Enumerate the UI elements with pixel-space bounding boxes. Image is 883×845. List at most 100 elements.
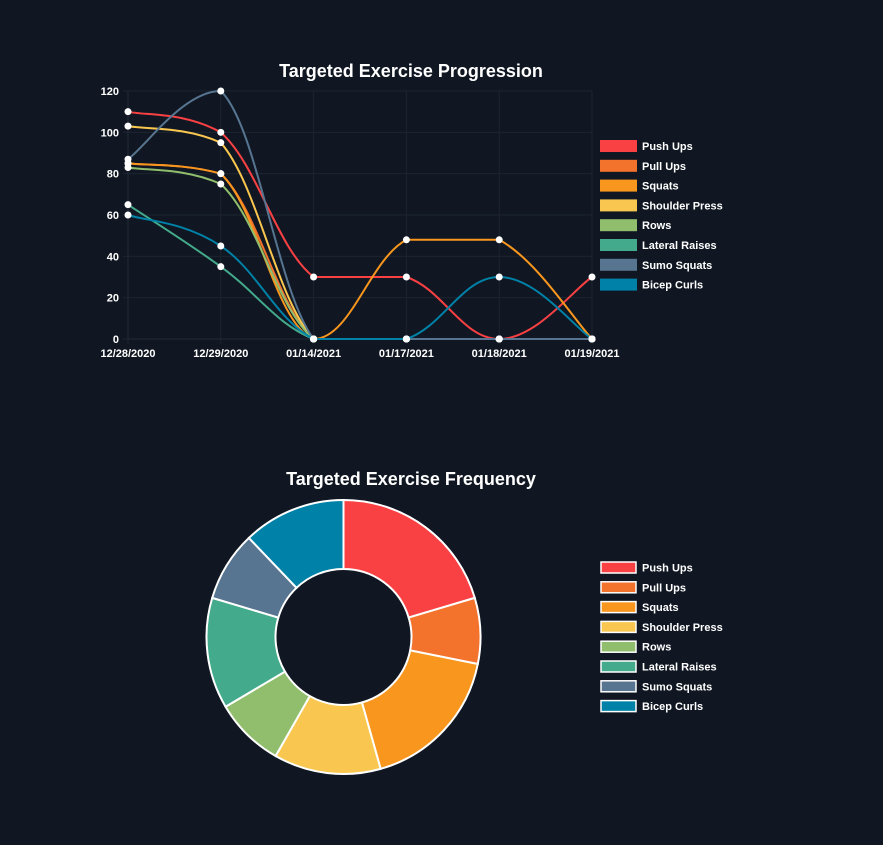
doughnut-chart-legend: Push Ups Pull Ups Squats Shoulder Press Rows… <box>600 561 723 714</box>
line-chart-points <box>124 87 596 343</box>
legend-item-sumo-squats[interactable]: Sumo Squats <box>600 680 712 694</box>
legend-label: Shoulder Press <box>642 200 723 212</box>
legend-swatch <box>600 258 637 271</box>
legend-swatch <box>600 199 637 212</box>
legend-label: Rows <box>642 220 671 232</box>
legend-swatch <box>600 620 637 634</box>
legend-label: Rows <box>642 642 671 654</box>
doughnut-slice-bicep-curls[interactable] <box>247 498 345 590</box>
x-tick-label: 12/28/2020 <box>100 348 155 360</box>
legend-label: Push Ups <box>642 563 693 575</box>
legend-item-push-ups[interactable]: Push Ups <box>600 561 693 575</box>
data-point-bicep-curls[interactable] <box>310 335 318 343</box>
frequency-chart-title: Targeted Exercise Frequency <box>286 469 536 489</box>
data-point-bicep-curls[interactable] <box>124 211 132 219</box>
data-point-rows[interactable] <box>217 180 225 188</box>
legend-swatch <box>600 581 637 594</box>
data-point-bicep-curls[interactable] <box>495 273 503 281</box>
data-point-sumo-squats[interactable] <box>217 87 225 95</box>
y-tick-label: 100 <box>101 127 119 139</box>
legend-item-rows[interactable]: Rows <box>600 219 671 232</box>
legend-item-push-ups[interactable]: Push Ups <box>600 140 693 153</box>
legend-item-shoulder-press[interactable]: Shoulder Press <box>600 620 723 634</box>
data-point-lateral-raises[interactable] <box>124 201 132 209</box>
x-tick-label: 01/18/2021 <box>472 348 527 360</box>
y-tick-label: 20 <box>107 293 119 305</box>
legend-item-squats[interactable]: Squats <box>600 600 679 615</box>
legend-swatch <box>600 660 637 673</box>
line-chart-y-axis: 0 20 40 60 80 100 120 <box>101 86 129 346</box>
legend-swatch <box>600 561 637 574</box>
legend-swatch <box>600 159 637 172</box>
legend-swatch <box>600 239 637 251</box>
y-tick-label: 80 <box>107 169 119 181</box>
data-point-squats[interactable] <box>217 170 225 178</box>
line-chart-grid <box>123 90 593 344</box>
legend-item-bicep-curls[interactable]: Bicep Curls <box>600 699 703 714</box>
legend-swatch <box>600 140 637 152</box>
data-point-push-ups[interactable] <box>588 273 596 281</box>
legend-label: Lateral Raises <box>642 662 717 674</box>
legend-swatch <box>600 219 637 232</box>
data-point-sumo-squats[interactable] <box>124 155 132 163</box>
y-tick-label: 0 <box>113 334 119 346</box>
doughnut-slice-push-ups[interactable] <box>342 498 477 619</box>
series-line-rows <box>127 166 592 341</box>
line-chart-legend: Push Ups Pull Ups Squats Shoulder Press Rows… <box>600 140 723 292</box>
data-point-push-ups[interactable] <box>402 273 410 281</box>
series-line-bicep-curls <box>127 214 593 341</box>
x-tick-label: 01/14/2021 <box>286 348 341 360</box>
legend-swatch <box>600 680 637 693</box>
data-point-squats[interactable] <box>402 236 410 244</box>
y-tick-label: 60 <box>107 210 119 222</box>
legend-swatch <box>600 179 637 192</box>
data-point-squats[interactable] <box>495 236 503 244</box>
data-point-push-ups[interactable] <box>217 128 225 136</box>
legend-label: Bicep Curls <box>642 701 703 713</box>
data-point-sumo-squats[interactable] <box>495 335 503 343</box>
series-line-lateral-raises <box>127 203 592 341</box>
legend-label: Pull Ups <box>642 161 686 173</box>
legend-item-sumo-squats[interactable]: Sumo Squats <box>600 258 712 272</box>
legend-item-pull-ups[interactable]: Pull Ups <box>600 581 686 595</box>
data-point-lateral-raises[interactable] <box>217 263 225 271</box>
legend-item-rows[interactable]: Rows <box>600 640 671 654</box>
y-tick-label: 120 <box>101 86 119 98</box>
data-point-bicep-curls[interactable] <box>402 335 410 343</box>
legend-item-pull-ups[interactable]: Pull Ups <box>600 159 686 173</box>
data-point-shoulder-press[interactable] <box>217 139 225 147</box>
legend-label: Pull Ups <box>642 582 686 594</box>
y-tick-label: 40 <box>107 251 119 263</box>
x-tick-label: 12/29/2020 <box>193 348 248 360</box>
line-chart-x-axis: 12/28/2020 12/29/2020 01/14/2021 01/17/2021… <box>100 338 620 360</box>
legend-item-lateral-raises[interactable]: Lateral Raises <box>600 239 717 252</box>
data-point-push-ups[interactable] <box>124 108 132 116</box>
legend-item-bicep-curls[interactable]: Bicep Curls <box>600 278 703 292</box>
legend-item-lateral-raises[interactable]: Lateral Raises <box>600 660 717 674</box>
legend-swatch <box>600 600 637 614</box>
doughnut-slice-squats[interactable] <box>360 649 479 771</box>
legend-swatch <box>600 640 637 653</box>
legend-label: Squats <box>642 602 679 614</box>
doughnut-chart <box>205 498 482 775</box>
data-point-rows[interactable] <box>124 163 132 171</box>
data-point-bicep-curls[interactable] <box>217 242 225 250</box>
x-tick-label: 01/17/2021 <box>379 348 434 360</box>
legend-label: Lateral Raises <box>642 240 717 252</box>
legend-label: Bicep Curls <box>642 280 703 292</box>
legend-label: Push Ups <box>642 141 693 153</box>
legend-label: Squats <box>642 181 679 193</box>
progression-chart-title: Targeted Exercise Progression <box>279 61 543 81</box>
legend-swatch <box>600 699 637 713</box>
series-line-push-ups <box>127 110 593 341</box>
data-point-bicep-curls[interactable] <box>588 335 596 343</box>
data-point-shoulder-press[interactable] <box>124 122 132 130</box>
legend-swatch <box>600 278 637 291</box>
legend-label: Shoulder Press <box>642 622 723 634</box>
data-point-push-ups[interactable] <box>310 273 318 281</box>
legend-item-squats[interactable]: Squats <box>600 179 679 193</box>
x-tick-label: 01/19/2021 <box>564 348 619 360</box>
legend-label: Sumo Squats <box>642 260 712 272</box>
legend-item-shoulder-press[interactable]: Shoulder Press <box>600 199 723 212</box>
legend-label: Sumo Squats <box>642 681 712 693</box>
